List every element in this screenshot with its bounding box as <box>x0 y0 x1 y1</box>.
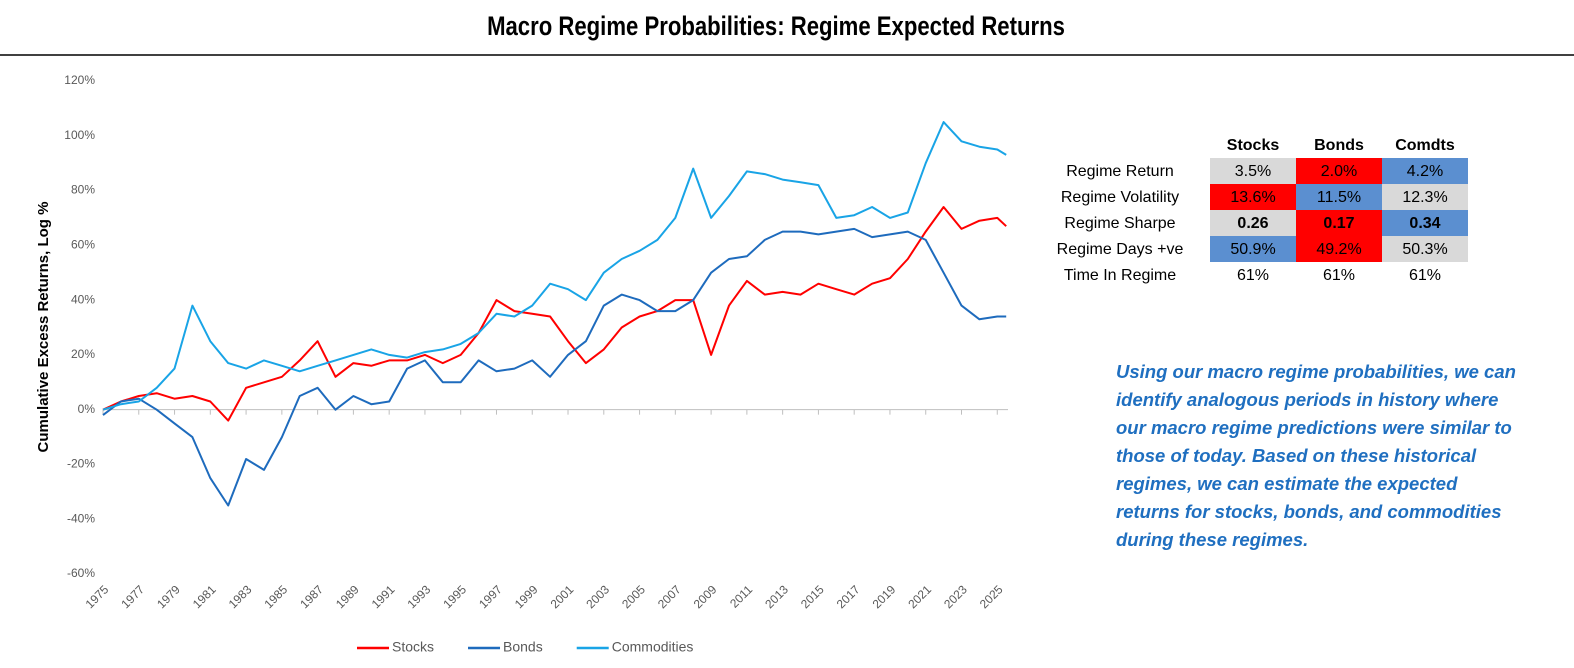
x-tick-label: 2025 <box>977 582 1006 611</box>
table-cell <box>1382 210 1468 236</box>
note-line: Using our macro regime probabilities, we… <box>1116 361 1516 382</box>
table-cell-text: 0.26 <box>1237 215 1268 232</box>
x-tick-label: 1999 <box>512 582 541 611</box>
x-tick-label: 1981 <box>190 582 219 611</box>
legend-label: Bonds <box>503 639 543 655</box>
x-tick-label: 1987 <box>297 582 326 611</box>
table-cell-text: 61% <box>1323 267 1355 284</box>
x-tick-label: 2021 <box>905 582 934 611</box>
table-cell-text: 2.0% <box>1321 163 1357 180</box>
y-tick-label: 120% <box>64 73 95 87</box>
note-line: regimes, we can estimate the expected <box>1116 473 1458 494</box>
y-tick-label: 0% <box>78 402 96 416</box>
x-tick-label: 1977 <box>118 582 147 611</box>
table-cell <box>1296 236 1382 262</box>
table-cell-text: 0.34 <box>1409 215 1440 232</box>
table-cell-text: 61% <box>1409 267 1441 284</box>
table-cell-text: 13.6% <box>1230 189 1275 206</box>
series-line <box>102 206 1007 422</box>
x-tick-label: 2015 <box>798 582 827 611</box>
y-tick-label: -60% <box>67 566 95 580</box>
table-cell <box>1382 236 1468 262</box>
x-tick-label: 1991 <box>369 582 398 611</box>
table-cell-text: 61% <box>1237 267 1269 284</box>
table-cell-text: 4.2% <box>1407 163 1443 180</box>
note-line: those of today. Based on these historica… <box>1116 445 1477 466</box>
x-tick-label: 1997 <box>476 582 505 611</box>
table-row-label: Regime Volatility <box>1061 189 1179 206</box>
table-cell-text: 12.3% <box>1402 189 1447 206</box>
x-tick-label: 1979 <box>154 582 183 611</box>
x-tick-label: 2005 <box>619 582 648 611</box>
table-header: Comdts <box>1395 137 1455 154</box>
x-tick-label: 2017 <box>834 582 863 611</box>
x-tick-label: 1995 <box>440 582 469 611</box>
x-tick-label: 2003 <box>583 582 612 611</box>
y-tick-label: -40% <box>67 511 95 525</box>
series-line <box>102 121 1007 411</box>
table-cell-text: 3.5% <box>1235 163 1271 180</box>
table-cell <box>1296 158 1382 184</box>
table-cell <box>1296 210 1382 236</box>
table-header: Stocks <box>1227 137 1280 154</box>
table-row-label: Regime Return <box>1066 163 1174 180</box>
note-line: our macro regime predictions were simila… <box>1116 417 1512 438</box>
table-row-label: Time In Regime <box>1064 267 1176 284</box>
table-cell <box>1382 158 1468 184</box>
table-cell-text: 50.9% <box>1230 241 1275 258</box>
x-tick-label: 1985 <box>261 582 290 611</box>
chart-title: Macro Regime Probabilities: Regime Expec… <box>487 12 1065 42</box>
table-cell-text: 11.5% <box>1317 189 1361 206</box>
table-cell <box>1210 158 1296 184</box>
table-cell <box>1382 262 1468 288</box>
table-cell <box>1210 184 1296 210</box>
x-tick-label: 1983 <box>226 582 255 611</box>
y-tick-label: 20% <box>71 347 95 361</box>
y-tick-label: -20% <box>67 457 95 471</box>
x-tick-label: 2007 <box>655 582 684 611</box>
table-cell <box>1210 262 1296 288</box>
table-header: Bonds <box>1314 137 1364 154</box>
x-tick-label: 1989 <box>333 582 362 611</box>
x-tick-label: 2001 <box>548 582 577 611</box>
y-tick-label: 100% <box>64 128 95 142</box>
x-tick-label: 2023 <box>941 582 970 611</box>
note-line: during these regimes. <box>1116 529 1308 550</box>
table-cell <box>1296 184 1382 210</box>
x-tick-label: 2011 <box>727 582 755 610</box>
table-row-label: Regime Sharpe <box>1064 215 1175 232</box>
note-line: identify analogous periods in history wh… <box>1116 389 1498 410</box>
table-cell-text: 0.17 <box>1323 215 1354 232</box>
table-cell <box>1210 236 1296 262</box>
note-line: returns for stocks, bonds, and commoditi… <box>1116 501 1501 522</box>
x-tick-label: 2013 <box>762 582 791 611</box>
table-cell-text: 50.3% <box>1402 241 1447 258</box>
y-axis-label: Cumulative Excess Returns, Log % <box>35 202 52 453</box>
legend-label: Stocks <box>392 639 434 655</box>
y-tick-label: 80% <box>71 183 95 197</box>
y-tick-label: 60% <box>71 238 95 252</box>
table-cell <box>1210 210 1296 236</box>
y-tick-label: 40% <box>71 292 95 306</box>
table-row-label: Regime Days +ve <box>1057 241 1184 258</box>
x-tick-label: 1975 <box>83 582 112 611</box>
table-cell <box>1296 262 1382 288</box>
x-tick-label: 2019 <box>870 582 899 611</box>
table-cell <box>1382 184 1468 210</box>
table-cell-text: 49.2% <box>1316 241 1361 258</box>
legend-label: Commodities <box>612 639 694 655</box>
series-line <box>102 227 1007 507</box>
x-tick-label: 1993 <box>405 582 434 611</box>
x-tick-label: 2009 <box>691 582 720 611</box>
